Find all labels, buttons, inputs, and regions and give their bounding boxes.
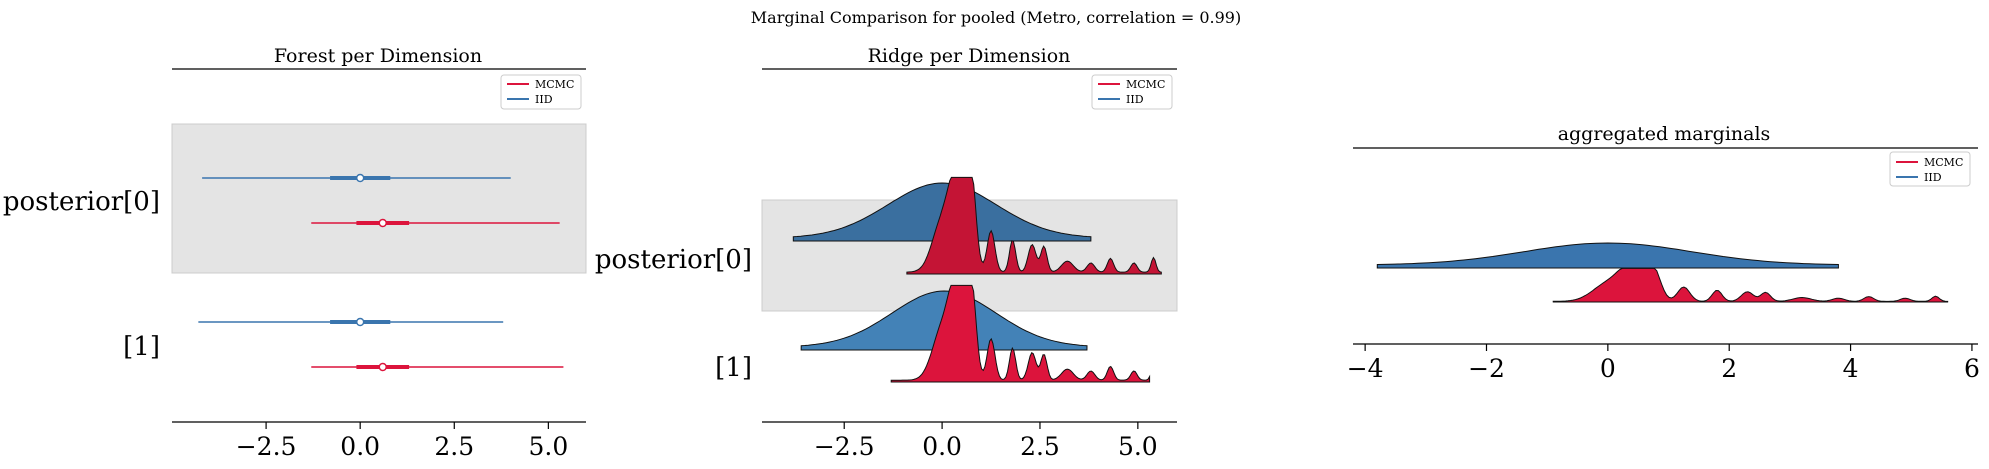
x-tick-label: 0.0 xyxy=(922,432,962,461)
ridge-legend: MCMC IID xyxy=(1091,74,1173,110)
x-tick-label: 2 xyxy=(1721,354,1737,383)
iid-median-point xyxy=(355,317,365,327)
x-tick-label: 2.5 xyxy=(434,432,474,461)
x-tick-label: −2 xyxy=(1468,354,1505,383)
mcmc-density xyxy=(1552,267,1949,303)
mcmc-density xyxy=(890,284,1151,383)
mcmc-median-point xyxy=(378,362,388,372)
x-tick-label: 2.5 xyxy=(1020,432,1060,461)
row-shade-band xyxy=(171,123,587,274)
aggregated-legend: MCMC IID xyxy=(1889,151,1971,187)
legend-mcmc-label: MCMC xyxy=(535,78,574,91)
ridge-panel-title: Ridge per Dimension xyxy=(868,45,1071,67)
x-tick-label: 5.0 xyxy=(528,432,568,461)
x-tick-label: 4 xyxy=(1843,354,1859,383)
aggregated-panel: aggregated marginals MCMC IID −4 −2 0 2 4 6 xyxy=(1347,123,1980,383)
forest-panel: Forest per Dimension MCMC IID posterior[… xyxy=(3,45,587,461)
legend-iid-label: IID xyxy=(1924,171,1942,184)
mcmc-median-point xyxy=(378,218,388,228)
row-label: [1] xyxy=(123,332,160,362)
row-label: posterior[0] xyxy=(3,187,160,217)
legend-iid-label: IID xyxy=(1126,93,1144,106)
aggregated-panel-title: aggregated marginals xyxy=(1558,123,1771,145)
row-label: posterior[0] xyxy=(595,245,752,275)
x-tick-label: 6 xyxy=(1964,354,1980,383)
legend-mcmc-label: MCMC xyxy=(1126,78,1165,91)
x-tick-label: −2.5 xyxy=(814,432,875,461)
x-tick-label: 0 xyxy=(1600,354,1616,383)
x-tick-label: 5.0 xyxy=(1118,432,1158,461)
row-label: [1] xyxy=(715,353,752,383)
x-tick-label: −4 xyxy=(1347,354,1384,383)
x-tick-label: −2.5 xyxy=(236,432,297,461)
mcmc-density xyxy=(906,176,1162,275)
forest-legend: MCMC IID xyxy=(500,74,582,110)
x-tick-label: 0.0 xyxy=(340,432,380,461)
ridge-panel: Ridge per Dimension MCMC IID posterior[0… xyxy=(595,45,1178,461)
figure-suptitle: Marginal Comparison for pooled (Metro, c… xyxy=(751,8,1241,27)
iid-median-point xyxy=(355,173,365,183)
iid-density xyxy=(1376,242,1839,269)
forest-panel-title: Forest per Dimension xyxy=(274,45,482,67)
legend-iid-label: IID xyxy=(535,93,553,106)
legend-mcmc-label: MCMC xyxy=(1924,156,1963,169)
